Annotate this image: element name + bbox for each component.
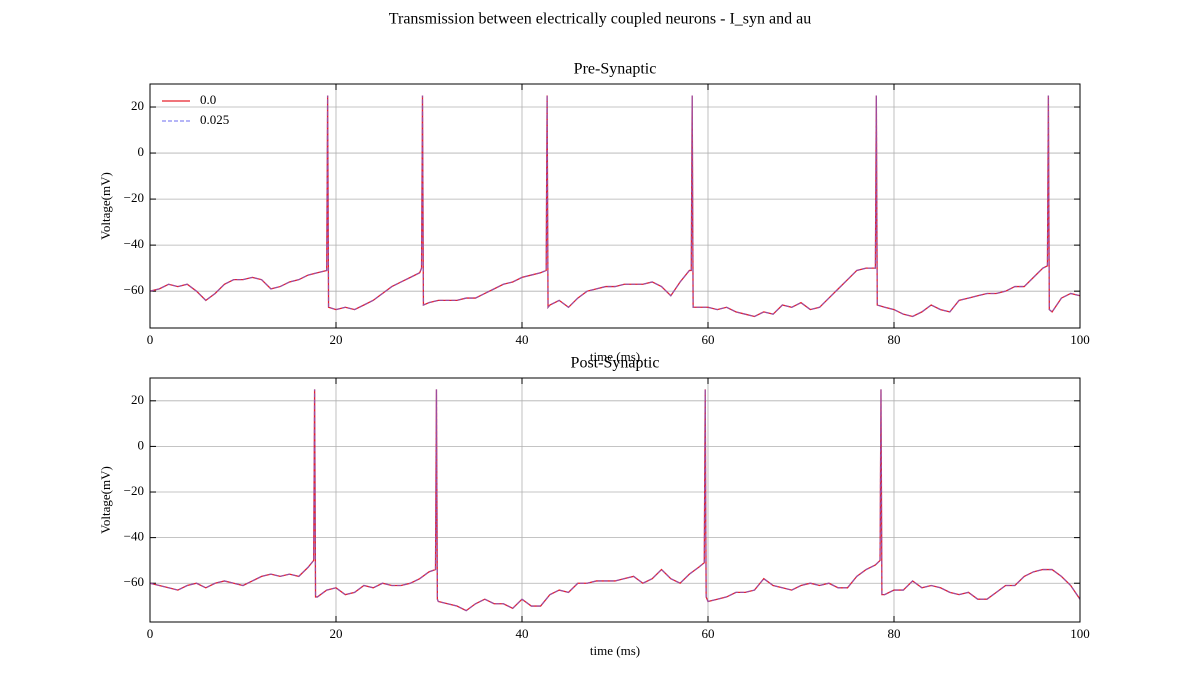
y-tick-label: −60: [124, 574, 144, 589]
y-tick-label: −60: [124, 282, 144, 297]
axes-frame: [149, 377, 1081, 623]
y-axis-label: Voltage(mV): [98, 172, 113, 240]
x-tick-label: 60: [702, 332, 715, 347]
x-tick-label: 0: [147, 332, 154, 347]
legend-label: 0.025: [200, 112, 229, 127]
y-tick-label: −20: [124, 190, 144, 205]
y-axis-label: Voltage(mV): [98, 466, 113, 534]
legend-label: 0.0: [200, 92, 216, 107]
series-line: [149, 389, 1081, 612]
y-tick-label: −40: [124, 529, 144, 544]
series-line: [149, 95, 1081, 318]
y-tick-label: 20: [131, 98, 144, 113]
y-tick-label: −40: [124, 236, 144, 251]
y-tick-label: −20: [124, 483, 144, 498]
x-tick-label: 60: [702, 626, 715, 641]
series-line: [149, 389, 1081, 612]
series-line: [149, 95, 1081, 318]
x-tick-label: 100: [1070, 626, 1090, 641]
x-tick-label: 40: [516, 626, 529, 641]
x-tick-label: 20: [330, 626, 343, 641]
y-tick-label: 20: [131, 392, 144, 407]
x-tick-label: 80: [888, 332, 901, 347]
x-tick-label: 20: [330, 332, 343, 347]
subplot-title: Post-Synaptic: [571, 355, 660, 372]
x-tick-label: 0: [147, 626, 154, 641]
x-tick-label: 40: [516, 332, 529, 347]
y-tick-label: 0: [138, 144, 145, 159]
x-tick-label: 100: [1070, 332, 1090, 347]
figure-title: Transmission between electrically couple…: [389, 11, 811, 28]
subplot-title: Pre-Synaptic: [574, 61, 657, 78]
x-tick-label: 80: [888, 626, 901, 641]
y-tick-label: 0: [138, 437, 145, 452]
axes-frame: [149, 83, 1081, 329]
x-axis-label: time (ms): [590, 349, 640, 364]
x-axis-label: time (ms): [590, 643, 640, 658]
